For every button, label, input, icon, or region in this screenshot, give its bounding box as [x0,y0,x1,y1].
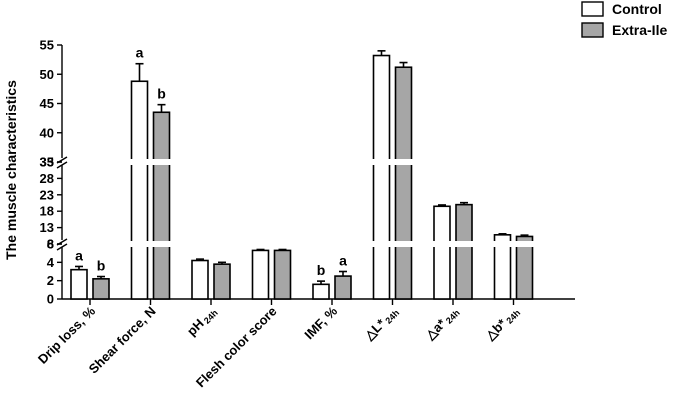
bar-break-gap [371,159,392,165]
y-tick-label: 13 [40,220,54,235]
bar-break-gap [129,159,150,165]
bar [213,263,231,300]
y-tick-label: 8 [47,237,54,252]
bar-break-gap [514,241,535,247]
y-tick-label: 40 [40,125,54,140]
significance-label: a [136,45,144,61]
significance-label: b [317,262,326,278]
y-tick-label: 33 [40,155,54,170]
x-tick-label: △b*24h [482,304,523,345]
bar [455,203,473,300]
bar-break-gap [393,159,414,165]
significance-label: a [339,253,347,269]
bar-break-gap [371,241,392,247]
y-tick-label: 23 [40,187,54,202]
bar-break-gap [393,241,414,247]
y-tick-label: 55 [40,38,54,53]
legend-label: Control [612,1,662,17]
significance-label: a [75,247,83,263]
bar [433,205,451,300]
x-tick-label: △L*24h [361,304,402,345]
bar-break-gap [129,241,150,247]
bar [130,80,149,300]
bar [251,249,270,300]
y-tick-label: 45 [40,96,54,111]
bar-break-gap [454,241,474,247]
bar-break-gap [432,241,452,247]
y-tick-label: 0 [47,292,54,307]
legend-swatch [581,22,604,38]
x-tick-label: IMF, % [301,303,340,342]
y-tick-label: 18 [40,204,54,219]
x-tick-label: Drip loss, % [35,303,99,367]
bar [92,278,110,300]
significance-label: b [97,258,106,274]
bar-break-gap [151,159,172,165]
bar [394,66,413,300]
x-tick-label: pH24h [184,304,220,340]
bar [372,54,391,300]
y-tick-label: 50 [40,67,54,82]
y-tick-label: 6 [47,237,54,252]
y-axis-label: The muscle characteristics [3,80,19,260]
legend: Control Extra-Ile [581,1,667,38]
bar [191,259,209,300]
y-tick-label: 4 [47,255,55,270]
y-tick-label: 28 [40,171,54,186]
axis-break-mark [56,161,68,169]
y-tick-label: 35 [40,155,54,170]
bar-break-gap [492,241,513,247]
bar [70,268,88,300]
axis-break-mark [56,243,68,251]
bar [152,111,171,300]
bar-break-gap [151,241,172,247]
bar [312,283,330,300]
legend-swatch [581,1,604,17]
legend-label: Extra-Ile [612,22,667,38]
significance-label: b [157,86,166,102]
bar [273,249,292,300]
bar [334,275,352,300]
x-tick-label: △a*24h [422,304,462,344]
y-tick-label: 2 [47,273,54,288]
